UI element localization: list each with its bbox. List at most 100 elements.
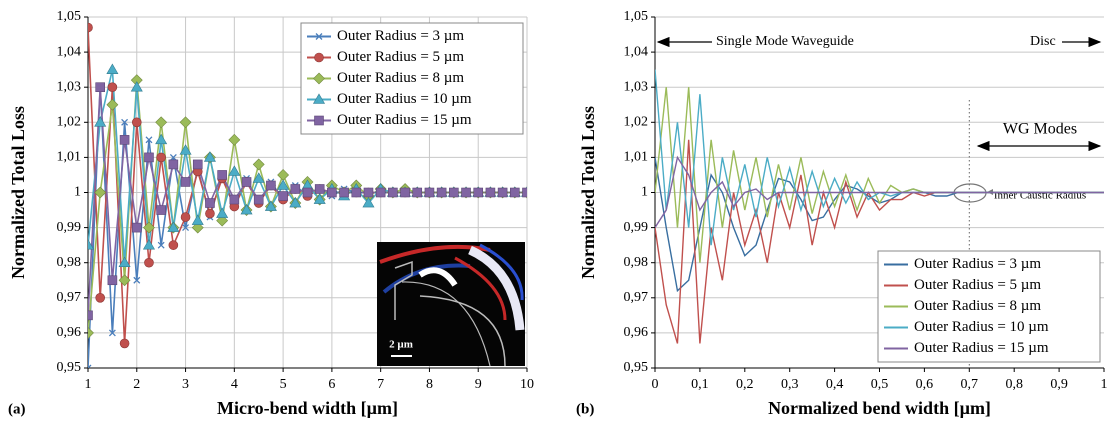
marker [88,239,95,250]
legend-label: Outer Radius = 3 µm [914,256,1041,272]
annotations: Single Mode Waveguide Disc WG Modes Inne… [656,34,1102,203]
marker [145,136,153,144]
x-tick-label: 8 [426,377,433,392]
marker [240,203,253,215]
marker [88,326,94,339]
marker [424,187,435,198]
series-line [655,155,1104,228]
x-tick-label: 0,6 [916,377,934,392]
marker [388,187,398,198]
y-axis-title: Normalized Total Loss [8,106,28,279]
marker [241,177,252,187]
marker [144,257,154,268]
x-tick-label: 3 [182,377,189,392]
marker [400,187,410,198]
legend-label: Outer Radius = 5 µm [914,277,1041,293]
marker [155,116,168,129]
x-tick-label: 0,4 [826,377,844,392]
x-tick-label: 1 [1101,377,1108,392]
plot-area [88,22,527,368]
panel-label: (a) [8,401,26,417]
marker [473,187,484,198]
y-tick-label: 0,97 [624,290,649,305]
y-tick-label: 1 [74,185,81,200]
marker [412,187,423,198]
y-tick-label: 1,05 [57,9,82,24]
annotation: WG Modes [1003,121,1077,138]
marker [156,152,166,163]
y-tick-label: 0,99 [57,220,82,235]
marker [277,169,290,181]
marker [155,133,168,145]
x-tick-label: 0,7 [961,377,979,392]
marker [94,186,107,199]
y-tick-label: 0,98 [57,255,82,270]
x-tick-label: 9 [475,377,482,392]
marker [497,187,508,198]
x-tick-label: 0 [652,377,659,392]
legend: Outer Radius = 3 µm Outer Radius = 5 µm Ou… [877,250,1101,363]
y-tick-label: 1,01 [57,150,82,165]
legend-box [300,22,524,135]
marker [167,221,180,232]
marker [131,222,142,233]
marker [217,170,227,180]
marker [252,172,265,183]
marker [228,165,241,176]
marker [169,153,177,161]
y-tick-label: 0,95 [624,360,649,375]
marker [314,115,324,126]
marker [95,292,105,303]
x-tick-label: 6 [328,377,335,392]
marker [180,212,191,222]
legend-label: Outer Radius = 15 µm [337,112,472,128]
marker [119,135,130,145]
marker [216,207,229,218]
panel-label: (b) [576,401,594,417]
y-tick-label: 1,02 [57,115,82,130]
x-tick-label: 0,9 [1050,377,1068,392]
marker [461,187,471,198]
marker [107,82,118,92]
marker [339,187,349,198]
legend-label: Outer Radius = 15 µm [914,340,1049,356]
y-tick-label: 1,05 [624,9,649,24]
marker [106,63,119,74]
y-tick-label: 1,03 [624,79,649,94]
marker [228,133,241,146]
annotation: Disc [1030,34,1056,49]
marker [142,239,155,250]
marker [168,159,179,170]
marker [253,194,264,205]
x-tick-label: 0,1 [691,377,709,392]
marker [375,187,386,198]
marker [314,184,325,194]
marker [88,22,93,33]
marker [88,310,93,321]
marker [327,187,337,198]
x-tick-label: 5 [280,377,287,392]
x-tick-label: 4 [231,377,238,392]
marker [522,187,527,198]
x-tick-label: 10 [520,377,534,392]
marker [264,200,277,211]
y-tick-label: 0,99 [624,220,649,235]
plot-area [655,69,1104,344]
marker [118,274,131,287]
marker [277,179,290,190]
legend-label: Outer Radius = 3 µm [337,28,464,44]
marker [182,224,190,232]
x-axis-title: Normalized bend width [µm] [768,398,991,418]
marker [144,152,154,163]
legend-label: Outer Radius = 8 µm [914,298,1041,314]
y-tick-label: 0,96 [57,325,82,340]
marker [180,177,191,187]
x-tick-label: 0,8 [1005,377,1023,392]
y-axis-title: Normalized Total Loss [578,106,598,279]
inset-image: 2 µm [377,242,525,367]
annotation: Inner Caustic Radius [994,190,1086,202]
marker [362,196,375,208]
marker [313,193,326,204]
y-tick-label: 0,95 [57,360,82,375]
